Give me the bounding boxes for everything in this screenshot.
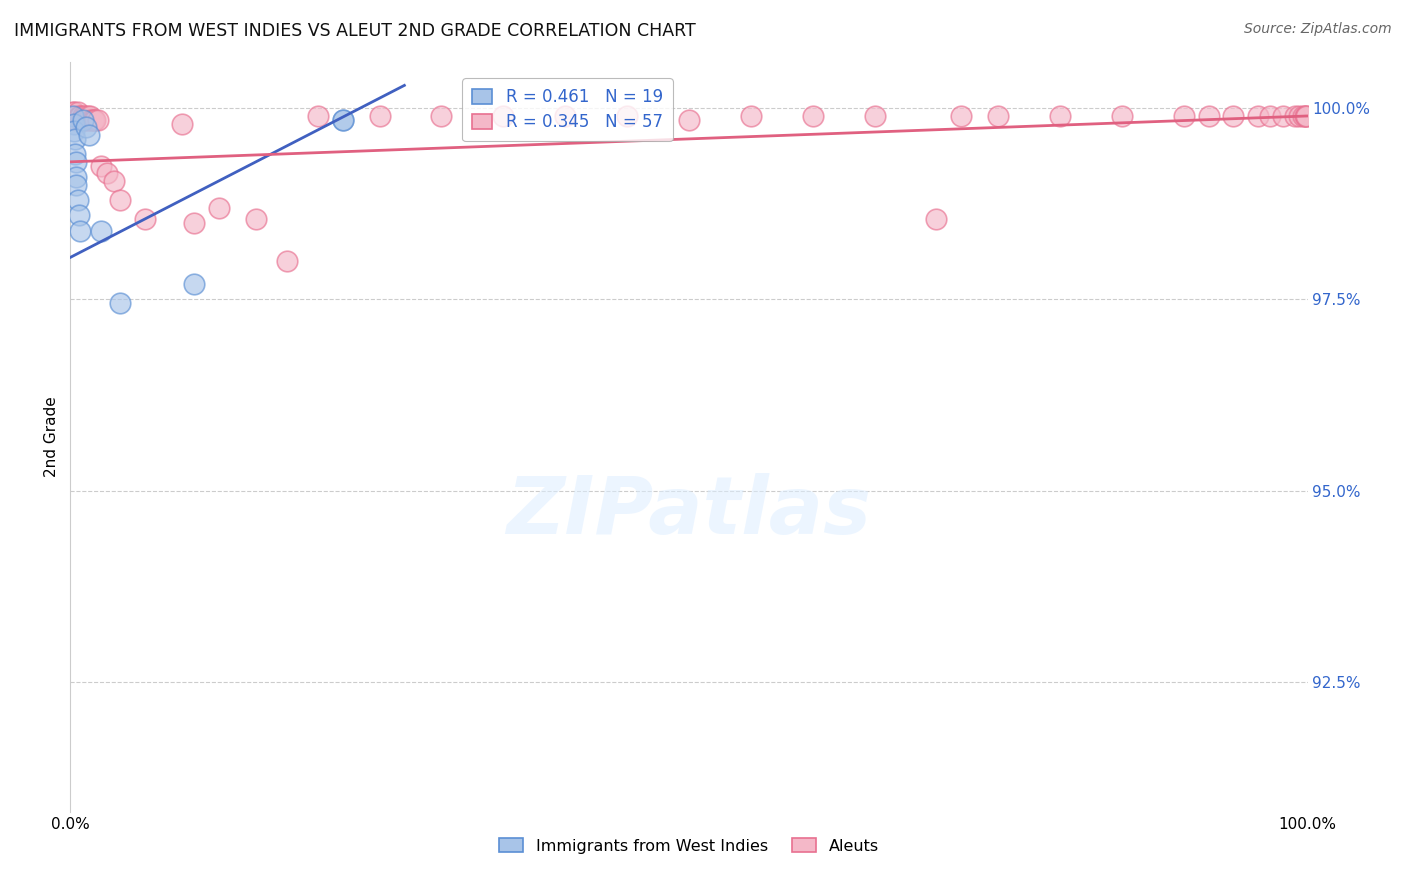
- Point: [63, 105, 86, 120]
- Point: [96, 166, 118, 180]
- Point: [65, 109, 87, 123]
- Point: [77, 112, 100, 127]
- Point: [83, 112, 105, 127]
- Point: [801, 109, 824, 123]
- Point: [65, 112, 87, 127]
- Point: [76, 109, 98, 123]
- Point: [62, 109, 84, 123]
- Point: [245, 212, 267, 227]
- Point: [1271, 109, 1294, 123]
- Point: [75, 109, 97, 123]
- Point: [90, 224, 112, 238]
- Point: [925, 212, 948, 227]
- Point: [170, 117, 193, 131]
- Point: [67, 109, 90, 123]
- Point: [1173, 109, 1195, 123]
- Point: [84, 112, 107, 127]
- Point: [740, 109, 762, 123]
- Point: [62, 105, 84, 120]
- Point: [70, 112, 93, 127]
- Legend: Immigrants from West Indies, Aleuts: Immigrants from West Indies, Aleuts: [492, 831, 886, 860]
- Point: [108, 296, 131, 310]
- Point: [332, 112, 354, 127]
- Point: [554, 109, 576, 123]
- Point: [80, 112, 103, 127]
- Point: [1291, 109, 1313, 123]
- Point: [108, 193, 131, 207]
- Point: [1198, 109, 1220, 123]
- Point: [1260, 109, 1282, 123]
- Point: [430, 109, 453, 123]
- Point: [1284, 109, 1306, 123]
- Point: [332, 112, 354, 127]
- Point: [66, 193, 89, 207]
- Point: [65, 132, 87, 146]
- Point: [69, 109, 91, 123]
- Point: [69, 224, 91, 238]
- Point: [82, 112, 104, 127]
- Point: [183, 216, 205, 230]
- Point: [1295, 109, 1317, 123]
- Point: [1049, 109, 1071, 123]
- Point: [1295, 109, 1317, 123]
- Point: [67, 208, 90, 222]
- Point: [1247, 109, 1270, 123]
- Point: [863, 109, 886, 123]
- Point: [134, 212, 156, 227]
- Point: [208, 201, 231, 215]
- Point: [63, 124, 86, 138]
- Point: [66, 105, 89, 120]
- Point: [65, 170, 87, 185]
- Point: [86, 112, 108, 127]
- Point: [950, 109, 973, 123]
- Point: [307, 109, 329, 123]
- Point: [276, 254, 298, 268]
- Point: [65, 147, 87, 161]
- Point: [75, 120, 97, 135]
- Text: Source: ZipAtlas.com: Source: ZipAtlas.com: [1244, 22, 1392, 37]
- Point: [77, 128, 100, 142]
- Point: [1294, 109, 1316, 123]
- Point: [492, 109, 515, 123]
- Point: [75, 112, 97, 127]
- Point: [65, 178, 87, 192]
- Point: [368, 109, 391, 123]
- Point: [65, 154, 87, 169]
- Point: [1288, 109, 1310, 123]
- Text: IMMIGRANTS FROM WEST INDIES VS ALEUT 2ND GRADE CORRELATION CHART: IMMIGRANTS FROM WEST INDIES VS ALEUT 2ND…: [14, 22, 696, 40]
- Point: [72, 109, 94, 123]
- Point: [678, 112, 700, 127]
- Point: [987, 109, 1010, 123]
- Point: [616, 109, 638, 123]
- Point: [103, 174, 125, 188]
- Point: [79, 109, 101, 123]
- Text: ZIPatlas: ZIPatlas: [506, 473, 872, 551]
- Point: [183, 277, 205, 292]
- Point: [1222, 109, 1244, 123]
- Point: [63, 117, 86, 131]
- Point: [1111, 109, 1133, 123]
- Point: [73, 112, 96, 127]
- Y-axis label: 2nd Grade: 2nd Grade: [44, 397, 59, 477]
- Point: [90, 159, 112, 173]
- Point: [72, 112, 94, 127]
